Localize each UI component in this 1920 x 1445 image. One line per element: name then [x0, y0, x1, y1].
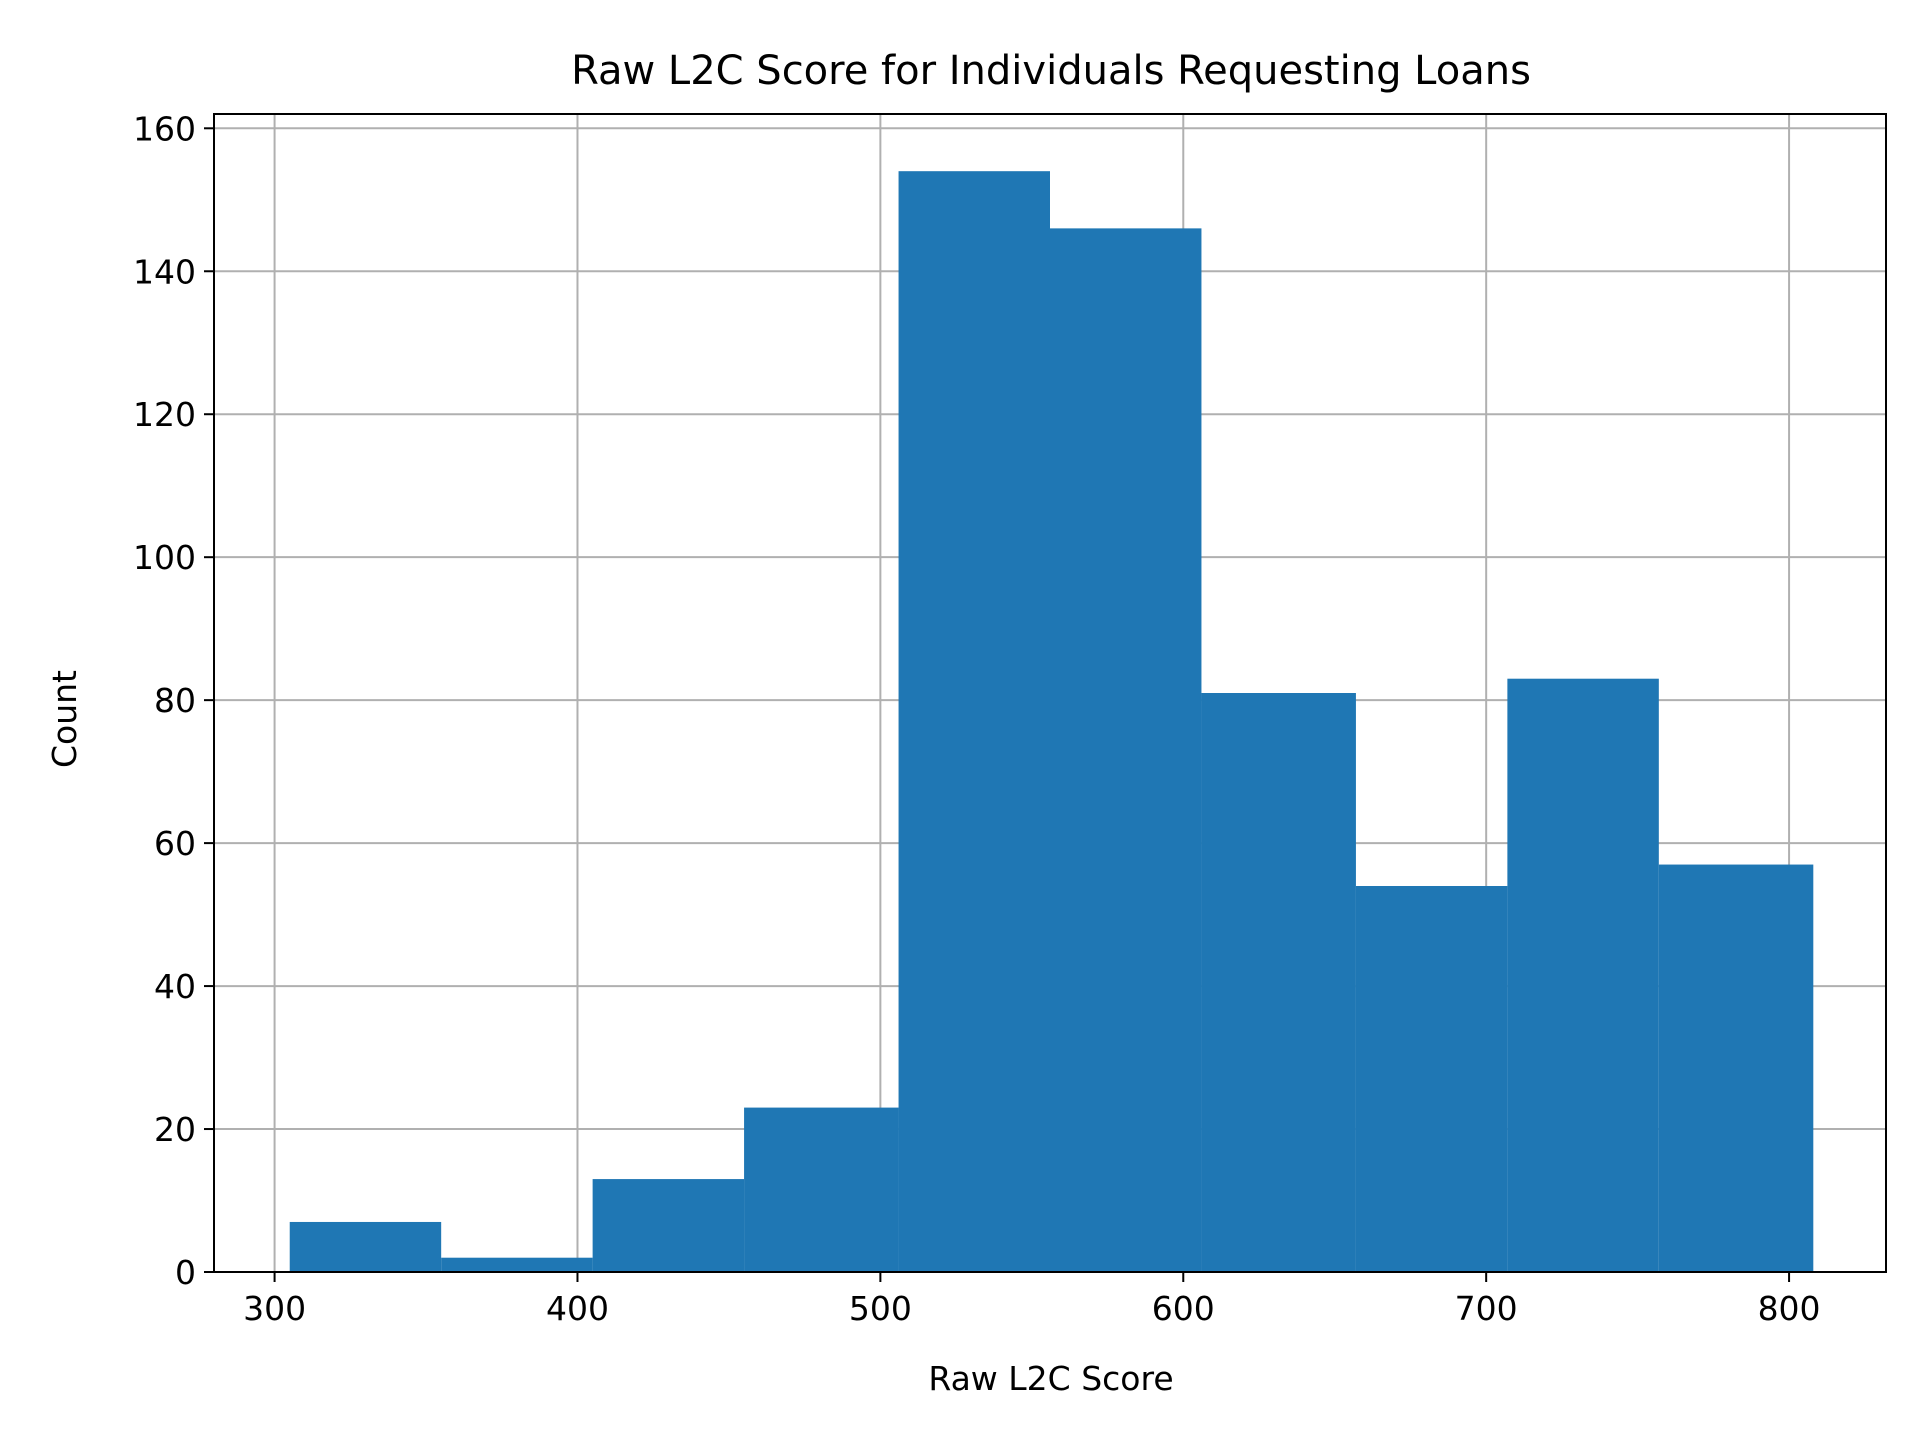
histogram-bar-1: [441, 1257, 593, 1272]
histogram-bar-6: [1201, 693, 1356, 1272]
y-tick-label-0: 0: [175, 1253, 196, 1292]
x-tick-label-400: 400: [546, 1289, 609, 1328]
y-tick-label-80: 80: [154, 681, 196, 720]
y-tick-label-140: 140: [133, 252, 196, 291]
y-axis-label: Count: [45, 670, 84, 768]
plot-frame: [213, 113, 1887, 1273]
x-axis-label: Raw L2C Score: [928, 1359, 1173, 1398]
axis-ticks: 300 400 500 600 700 800 0 20 40 60 80 100 120 140 160: [133, 109, 1821, 1328]
histogram-bar-8: [1507, 678, 1659, 1272]
histogram-bars: [289, 171, 1814, 1273]
y-tick-label-160: 160: [133, 109, 196, 148]
histogram-bar-7: [1355, 886, 1508, 1272]
histogram-bar-2: [592, 1179, 745, 1272]
y-tick-label-100: 100: [133, 538, 196, 577]
x-tick-label-600: 600: [1152, 1289, 1215, 1328]
x-tick-label-500: 500: [849, 1289, 912, 1328]
x-tick-label-300: 300: [243, 1289, 306, 1328]
x-tick-label-800: 800: [1758, 1289, 1821, 1328]
y-tick-label-120: 120: [133, 395, 196, 434]
histogram-bar-3: [744, 1107, 899, 1272]
histogram-bar-9: [1658, 864, 1814, 1272]
histogram-bar-4: [898, 171, 1050, 1272]
y-tick-label-60: 60: [154, 824, 196, 863]
histogram-bar-5: [1050, 228, 1202, 1273]
x-tick-label-700: 700: [1455, 1289, 1518, 1328]
y-tick-label-40: 40: [154, 967, 196, 1006]
histogram-bar-0: [289, 1221, 442, 1272]
y-tick-label-20: 20: [154, 1110, 196, 1149]
chart-title: Raw L2C Score for Individuals Requesting…: [571, 48, 1531, 94]
